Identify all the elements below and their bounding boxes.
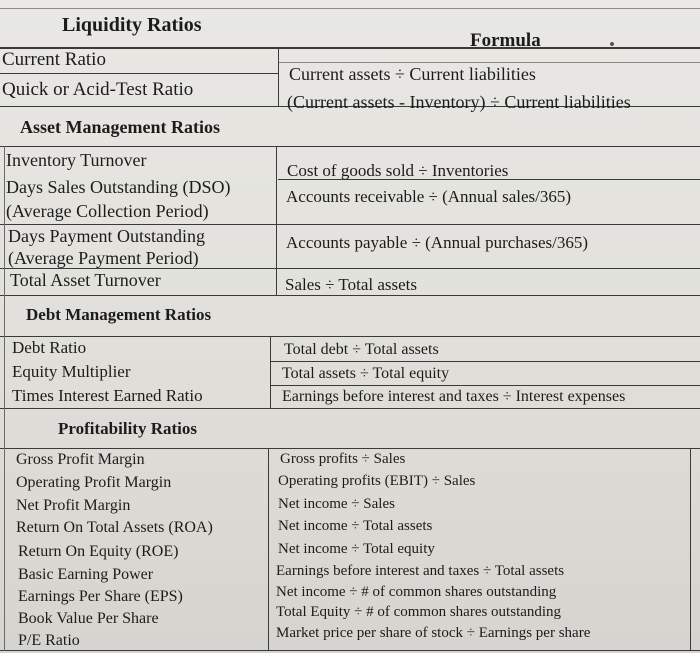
row-formula: Earnings before interest and taxes ÷ Tot… — [276, 563, 565, 579]
row-formula: Accounts receivable ÷ (Annual sales/365) — [286, 187, 572, 206]
row-name: Operating Profit Margin — [16, 474, 172, 491]
rule-asset-divider — [276, 146, 277, 296]
row-name: Equity Multiplier — [12, 362, 131, 381]
row-formula: Total assets ÷ Total equity — [282, 365, 450, 382]
row-formula: Total Equity ÷ # of common shares outsta… — [276, 604, 562, 620]
rule-asset-start — [0, 146, 700, 147]
rule-asset-end — [0, 295, 700, 296]
rule-liquidity-row — [0, 73, 278, 74]
row-formula: Gross profits ÷ Sales — [280, 451, 406, 467]
row-name: Inventory Turnover — [6, 150, 147, 170]
row-name-sub: (Average Collection Period) — [6, 201, 209, 221]
rule-liquidity-divider — [278, 47, 279, 107]
row-name: Net Profit Margin — [16, 497, 131, 514]
rule-liquidity-header — [0, 47, 700, 49]
row-name: Quick or Acid-Test Ratio — [2, 79, 194, 100]
rule-left-edge — [4, 146, 5, 651]
rule-profit-start — [0, 448, 700, 449]
row-formula: Net income ÷ # of common shares outstand… — [276, 584, 557, 600]
row-name: P/E Ratio — [18, 632, 80, 649]
debt-title: Debt Management Ratios — [26, 305, 212, 324]
row-name-sub: (Average Payment Period) — [8, 248, 199, 268]
asset-title: Asset Management Ratios — [20, 117, 220, 137]
row-formula: Sales ÷ Total assets — [285, 275, 418, 294]
row-name: Current Ratio — [2, 49, 106, 70]
row-formula: Total debt ÷ Total assets — [284, 341, 439, 358]
row-formula: Operating profits (EBIT) ÷ Sales — [278, 473, 476, 489]
row-formula: (Current assets - Inventory) ÷ Current l… — [287, 92, 631, 112]
row-formula: Net income ÷ Total assets — [278, 518, 433, 534]
rule-liquidity-row-right — [278, 62, 700, 63]
row-formula: Net income ÷ Total equity — [278, 541, 435, 557]
row-name: Debt Ratio — [12, 338, 87, 357]
rule-profit-divider — [268, 448, 269, 651]
row-name: Return On Equity (ROE) — [18, 543, 179, 560]
rule-asset-row-1 — [278, 179, 700, 180]
liquidity-title: Liquidity Ratios — [62, 14, 202, 36]
row-formula: Earnings before interest and taxes ÷ Int… — [282, 388, 626, 405]
row-formula: Accounts payable ÷ (Annual purchases/365… — [286, 233, 589, 252]
row-formula: Current assets ÷ Current liabilities — [289, 64, 536, 84]
profit-title: Profitability Ratios — [58, 419, 197, 438]
row-name: Return On Total Assets (ROA) — [16, 519, 213, 536]
row-name: Times Interest Earned Ratio — [12, 386, 203, 405]
rule-debt-start — [0, 336, 700, 337]
formula-header: Formula — [470, 30, 541, 51]
row-name: Gross Profit Margin — [16, 451, 145, 468]
row-formula: Net income ÷ Sales — [278, 496, 395, 512]
row-name: Basic Earning Power — [18, 566, 154, 583]
row-formula: Cost of goods sold ÷ Inventories — [287, 161, 509, 180]
rule-liquidity-end — [0, 106, 700, 107]
rule-profit-right — [690, 448, 691, 651]
speck — [610, 42, 614, 46]
row-name: Earnings Per Share (EPS) — [18, 588, 183, 605]
rule-asset-row-2 — [0, 224, 700, 225]
rule-debt-row-2 — [270, 385, 700, 386]
row-name: Days Payment Outstanding — [8, 226, 205, 246]
row-name: Days Sales Outstanding (DSO) — [6, 177, 231, 197]
rule-asset-row-3 — [0, 268, 700, 269]
rule-top — [0, 8, 700, 9]
rule-debt-end — [0, 408, 700, 409]
row-formula: Market price per share of stock ÷ Earnin… — [276, 625, 591, 641]
rule-debt-row-1 — [270, 361, 700, 362]
rule-profit-end — [0, 650, 700, 651]
row-name: Book Value Per Share — [18, 610, 159, 627]
row-name: Total Asset Turnover — [10, 270, 161, 290]
rule-debt-divider — [270, 336, 271, 409]
